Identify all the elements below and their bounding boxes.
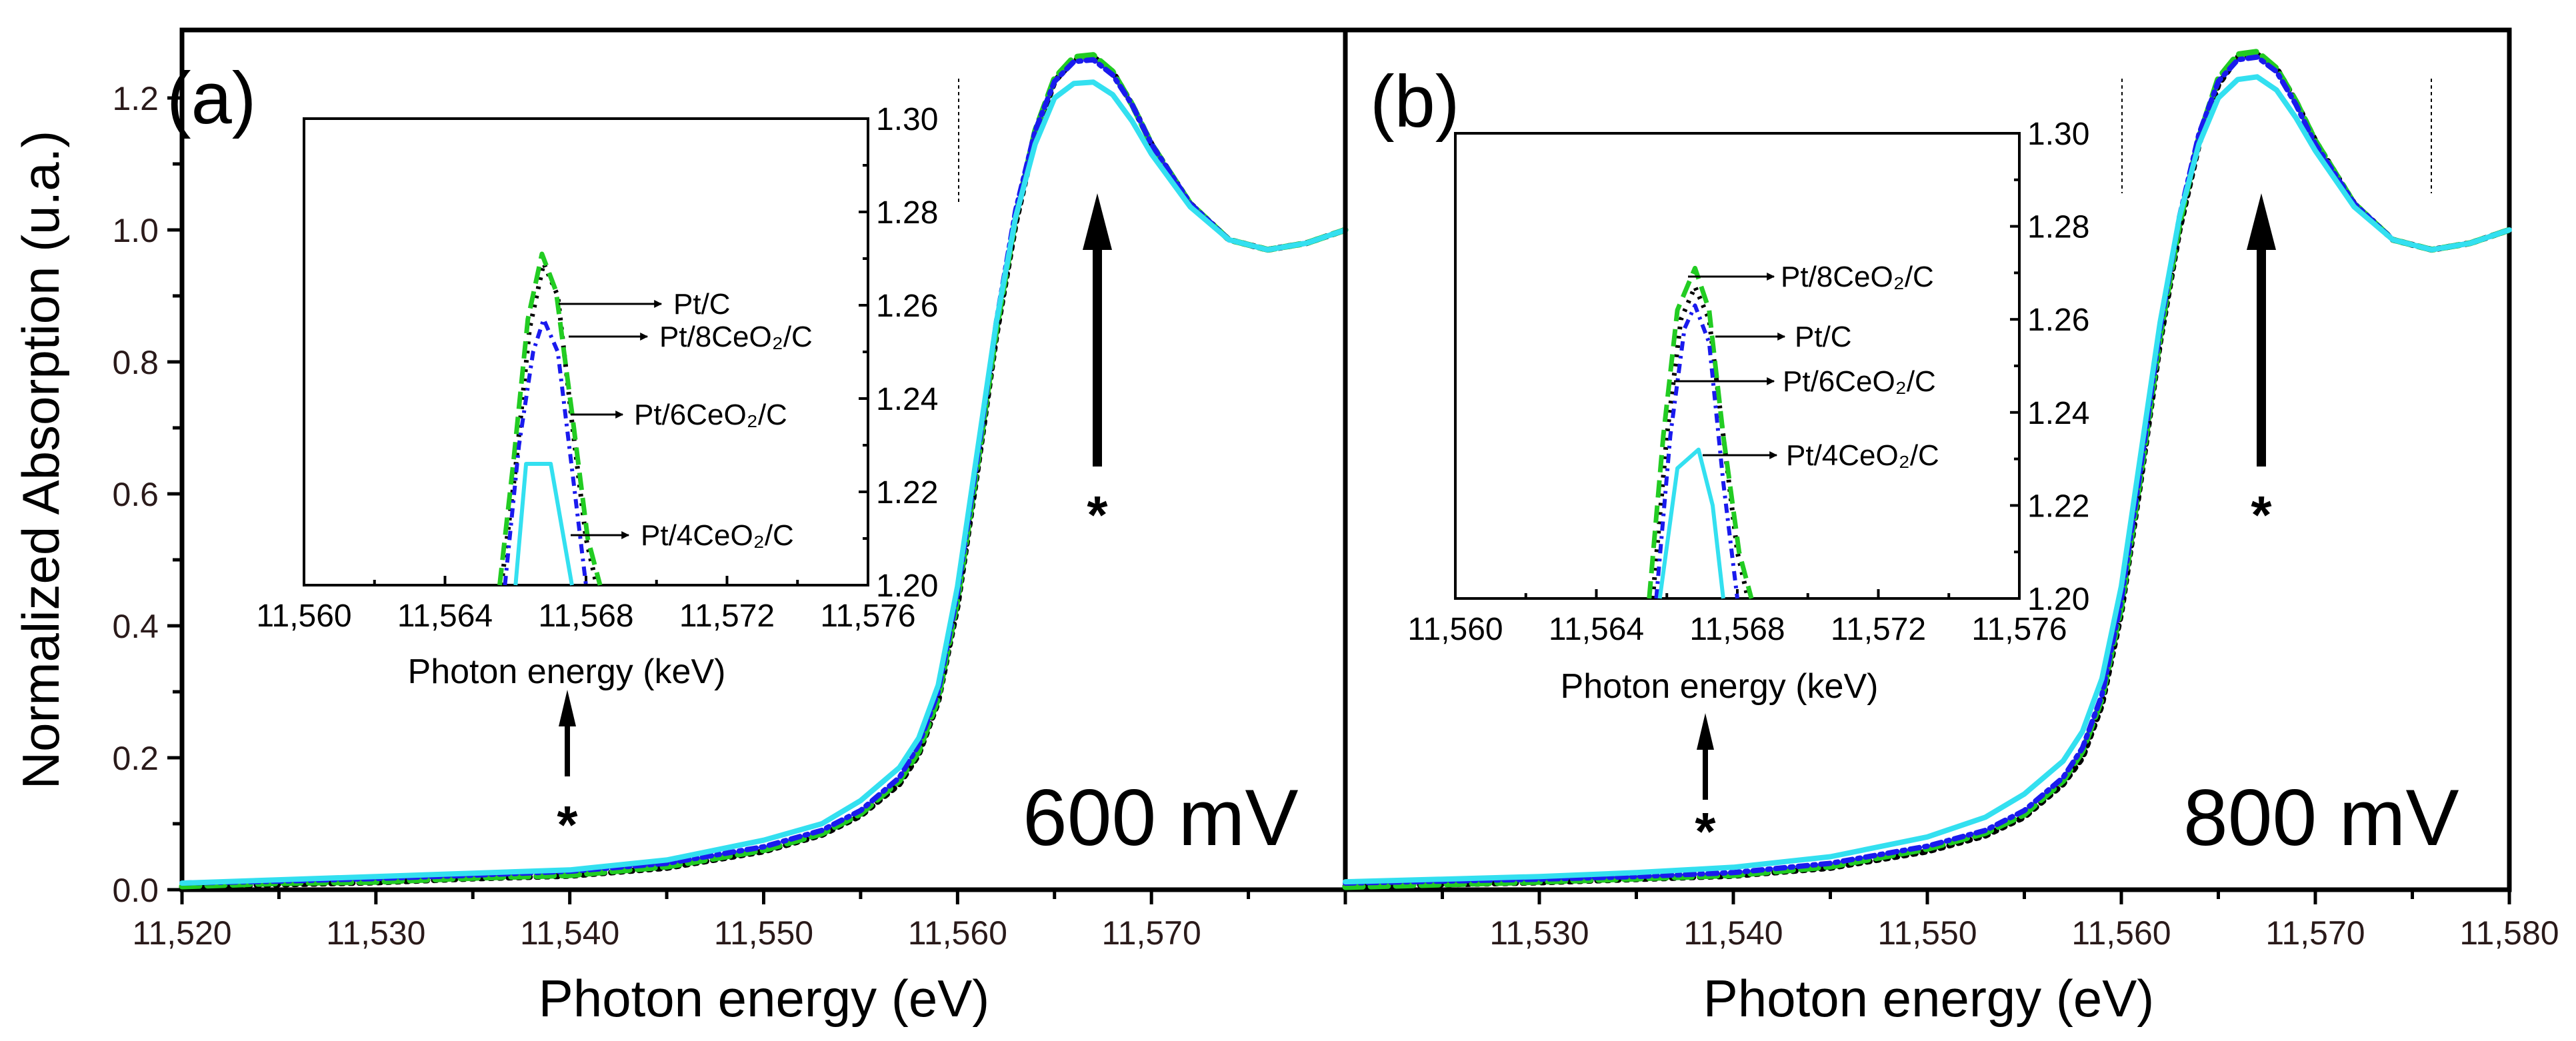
big-arrow-head-icon: [1083, 193, 1112, 250]
inset-series-pt-4ceo2-c: [1657, 447, 1725, 599]
inset-y-tick-label: 1.28: [876, 195, 938, 231]
inset-y-tick-label: 1.22: [876, 475, 938, 511]
series-annotation-label: Pt/6CeO₂/C: [1783, 365, 1936, 398]
inset-y-tick-label: 1.20: [876, 568, 938, 604]
inset-x-tick-label: 11,568: [1689, 612, 1785, 647]
inset-y-tick-label: 1.26: [2027, 303, 2089, 338]
x-tick-label: 11,530: [1489, 914, 1589, 952]
inset-y-tick-label: 1.26: [876, 289, 938, 324]
x-tick-label: 11,530: [326, 914, 425, 952]
x-tick-label: 11,520: [132, 914, 231, 952]
inset-x-tick-label: 11,576: [1971, 612, 2067, 647]
big-arrow-head-icon: [2247, 193, 2276, 250]
inset-y-tick-label: 1.22: [2027, 489, 2089, 524]
inset-series-pt-8ceo2-c: [1647, 265, 1754, 599]
series-annotation-label: Pt/8CeO₂/C: [659, 321, 813, 353]
series-annotation-label: Pt/C: [673, 288, 731, 321]
y-tick-label: 1.0: [112, 212, 159, 249]
panel-label: (a): [167, 57, 256, 139]
series-annotation-label: Pt/6CeO₂/C: [634, 399, 787, 431]
inset-x-tick-label: 11,576: [820, 598, 915, 634]
inset-y-tick-label: 1.28: [2027, 210, 2089, 245]
inset-x-tick-label: 11,560: [256, 598, 351, 634]
inset-series-pt-4ceo2-c: [513, 462, 574, 586]
inset-x-axis-title: Photon energy (keV): [408, 652, 726, 691]
x-tick-label: 11,550: [714, 914, 813, 952]
panel-label: (b): [1370, 61, 1459, 143]
x-tick-label: 11,560: [2071, 914, 2171, 952]
inset-x-tick-label: 11,564: [1549, 612, 1644, 647]
y-tick-label: 0.2: [112, 740, 159, 777]
inset-y-tick-label: 1.24: [876, 382, 938, 417]
inset-frame: [1454, 132, 2021, 600]
series-line-pt-4ceo2-c: [179, 79, 1348, 886]
peak-marker-star: *: [2251, 485, 2272, 544]
x-tick-label: 11,580: [2459, 914, 2559, 952]
inset-series-pt-6ceo2-c: [1654, 303, 1739, 599]
inset-x-tick-label: 11,560: [1407, 612, 1503, 647]
x-tick-label: 11,550: [1877, 914, 1977, 952]
inset-y-tick-label: 1.20: [2027, 582, 2089, 617]
series-annotation-label: Pt/8CeO₂/C: [1781, 261, 1934, 293]
series-annotation-label: Pt/4CeO₂/C: [641, 519, 794, 552]
series-annotation-label: Pt/4CeO₂/C: [1786, 439, 1939, 472]
y-tick-label: 1.2: [112, 80, 159, 117]
inset-x-tick-label: 11,568: [538, 598, 633, 634]
y-tick-label: 0.0: [112, 872, 159, 909]
x-axis-title: Photon energy (eV): [1703, 969, 2154, 1028]
peak-marker-star: *: [1087, 485, 1108, 544]
small-arrow-head-icon: [559, 690, 576, 726]
potential-label: 800 mV: [2183, 773, 2459, 862]
potential-label: 600 mV: [1023, 773, 1299, 862]
inset-x-tick-label: 11,564: [397, 598, 493, 634]
inset-series-pt-6ceo2-c: [503, 317, 588, 586]
x-tick-label: 11,570: [1102, 914, 1201, 952]
inset-x-axis-title: Photon energy (keV): [1561, 667, 1879, 706]
x-axis-title: Photon energy (eV): [539, 969, 989, 1028]
y-tick-label: 0.8: [112, 344, 159, 381]
inset-x-tick-label: 11,572: [679, 598, 775, 634]
series-line-pt-4ceo2-c: [1343, 74, 2512, 885]
pre-edge-marker-star: *: [1695, 802, 1716, 861]
series-annotation-label: Pt/C: [1795, 321, 1852, 353]
inset-y-tick-label: 1.30: [876, 102, 938, 137]
x-tick-label: 11,540: [1683, 914, 1783, 952]
inset-y-tick-label: 1.30: [2027, 117, 2089, 152]
pre-edge-marker-star: *: [557, 795, 578, 854]
y-tick-label: 0.6: [112, 476, 159, 513]
y-tick-label: 0.4: [112, 608, 159, 645]
x-tick-label: 11,560: [908, 914, 1007, 952]
small-arrow-head-icon: [1697, 713, 1714, 750]
y-axis-title: Normalized Absorption (u.a.): [11, 131, 70, 789]
inset-x-tick-label: 11,572: [1831, 612, 1926, 647]
x-tick-label: 11,540: [520, 914, 619, 952]
inset-y-tick-label: 1.24: [2027, 396, 2089, 431]
x-tick-label: 11,570: [2265, 914, 2365, 952]
